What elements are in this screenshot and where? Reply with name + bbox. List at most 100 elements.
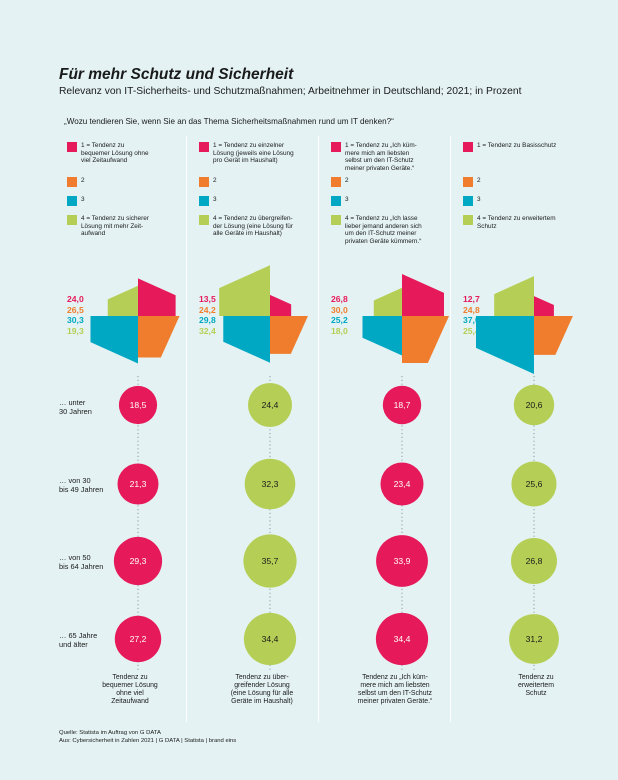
legend-item-2: 2 xyxy=(199,177,317,187)
page-title: Für mehr Schutz und Sicherheit xyxy=(59,66,294,83)
age-bubble xyxy=(248,383,292,427)
legend-item-1: 1 = Tendenz zu Basisschutz xyxy=(463,142,581,152)
row-label-age: … von 30 bis 49 Jahren xyxy=(59,476,104,494)
legend-swatch-c4 xyxy=(331,215,341,225)
age-bubble xyxy=(509,614,559,664)
rose-slice-3 xyxy=(476,316,534,374)
legend-item-2: 2 xyxy=(331,177,449,187)
bubble-value-label: 33,9 xyxy=(394,556,411,566)
bubble-value-label: 29,3 xyxy=(130,556,147,566)
value-4: 19,3 xyxy=(67,325,84,336)
legend-swatch-c3 xyxy=(463,196,473,206)
column-separator xyxy=(318,136,319,722)
rose-slice-2 xyxy=(270,316,308,354)
age-bubble xyxy=(511,538,557,584)
bubble-value-label: 23,4 xyxy=(394,479,411,489)
age-bubble xyxy=(118,385,158,425)
value-2: 26,5 xyxy=(67,304,84,315)
legend-swatch-c4 xyxy=(67,215,77,225)
age-bubble xyxy=(244,458,296,510)
legend-item-4: 4 = Tendenz zu erweitertem Schutz xyxy=(463,215,581,230)
value-4: 25,4 xyxy=(463,325,480,336)
age-bubble xyxy=(513,384,555,426)
age-bubble xyxy=(375,612,429,666)
age-bubble xyxy=(376,535,428,587)
age-bubble xyxy=(243,612,297,666)
column-separator xyxy=(450,136,451,722)
bubble-value-label: 26,8 xyxy=(526,556,543,566)
legend-item-2: 2 xyxy=(67,177,185,187)
value-3: 30,3 xyxy=(67,315,84,326)
column-footer: Tendenz zu über- greifender Lösung (eine… xyxy=(230,674,294,705)
legend-swatch-c4 xyxy=(199,215,209,225)
rose-slice-2 xyxy=(402,316,450,364)
bubble-value-label: 35,7 xyxy=(262,556,279,566)
column-footer: Tendenz zu „Ich küm- mere mich am liebst… xyxy=(357,674,433,705)
value-1: 13,5 xyxy=(199,294,216,304)
rose-values: 26,8 30,0 25,2 18,0 xyxy=(331,294,348,336)
bubble-value-label: 24,4 xyxy=(262,400,279,410)
row-label-age: … 65 Jahre und älter xyxy=(59,631,98,649)
rose-slice-2 xyxy=(534,316,573,355)
bubble-value-label: 34,4 xyxy=(262,634,279,644)
legend-item-3: 3 xyxy=(199,196,317,206)
rose-values: 12,7 24,8 37,0 25,4 xyxy=(463,294,480,336)
legend-item-4: 4 = Tendenz zu übergreifen- der Lösung (… xyxy=(199,215,317,238)
age-bubble xyxy=(117,463,159,505)
legend-swatch-c3 xyxy=(67,196,77,206)
legend-swatch-c3 xyxy=(331,196,341,206)
rose-slice-1 xyxy=(534,296,554,316)
legend-item-1: 1 = Tendenz zu „Ich küm- mere mich am li… xyxy=(331,142,449,172)
value-4: 32,4 xyxy=(199,325,216,336)
legend-item-4: 4 = Tendenz zu sicherer Lösung mit mehr … xyxy=(67,215,185,238)
rose-values: 13,5 24,2 29,8 32,4 xyxy=(199,294,216,336)
legend-item-3: 3 xyxy=(331,196,449,206)
column-footer: Tendenz zu erweitertem Schutz xyxy=(518,674,554,697)
rose-slice-4 xyxy=(373,287,402,316)
legend-swatch-c2 xyxy=(463,177,473,187)
survey-question: „Wozu tendieren Sie, wenn Sie an das The… xyxy=(64,117,394,126)
bubble-value-label: 34,4 xyxy=(394,634,411,644)
row-label-age: … unter 30 Jahren xyxy=(59,398,92,416)
value-3: 29,8 xyxy=(199,315,216,326)
rose-values: 24,0 26,5 30,3 19,3 xyxy=(67,294,84,336)
bubble-value-label: 31,2 xyxy=(526,634,543,644)
legend-swatch-c4 xyxy=(463,215,473,225)
rose-slice-4 xyxy=(219,265,270,316)
source-note: Quelle: Statista im Auftrag von G DATA A… xyxy=(59,730,237,744)
bubble-value-label: 20,6 xyxy=(526,400,543,410)
value-2: 24,8 xyxy=(463,304,480,315)
rose-chart xyxy=(219,265,308,363)
value-2: 24,2 xyxy=(199,304,216,315)
value-3: 25,2 xyxy=(331,315,348,326)
bubble-value-label: 25,6 xyxy=(526,479,543,489)
rose-slice-1 xyxy=(402,273,445,316)
bubble-value-label: 27,2 xyxy=(130,634,147,644)
value-1: 26,8 xyxy=(331,294,348,304)
page-subtitle: Relevanz von IT-Sicherheits- und Schutzm… xyxy=(59,86,522,97)
legend-swatch-c1 xyxy=(331,142,341,152)
rose-chart xyxy=(90,278,180,364)
legend-item-1: 1 = Tendenz zu bequemer Lösung ohne viel… xyxy=(67,142,185,165)
age-bubble xyxy=(382,385,422,425)
legend-item-1: 1 = Tendenz zu einzelner Lösung (jeweils… xyxy=(199,142,317,165)
legend-swatch-c1 xyxy=(67,142,77,152)
legend-swatch-c1 xyxy=(463,142,473,152)
value-4: 18,0 xyxy=(331,325,348,336)
legend-item-3: 3 xyxy=(463,196,581,206)
rose-chart xyxy=(476,276,573,374)
age-bubble xyxy=(380,462,424,506)
bubble-value-label: 18,7 xyxy=(394,400,411,410)
bubble-value-label: 18,5 xyxy=(130,400,147,410)
rose-slice-4 xyxy=(107,285,138,316)
age-bubble xyxy=(114,615,162,663)
rose-slice-3 xyxy=(90,316,138,364)
age-bubble xyxy=(113,536,163,586)
value-3: 37,0 xyxy=(463,315,480,326)
legend-item-2: 2 xyxy=(463,177,581,187)
age-bubble xyxy=(243,534,297,588)
rose-slice-1 xyxy=(138,278,176,316)
legend-swatch-c2 xyxy=(331,177,341,187)
row-label-age: … von 50 bis 64 Jahren xyxy=(59,553,104,571)
